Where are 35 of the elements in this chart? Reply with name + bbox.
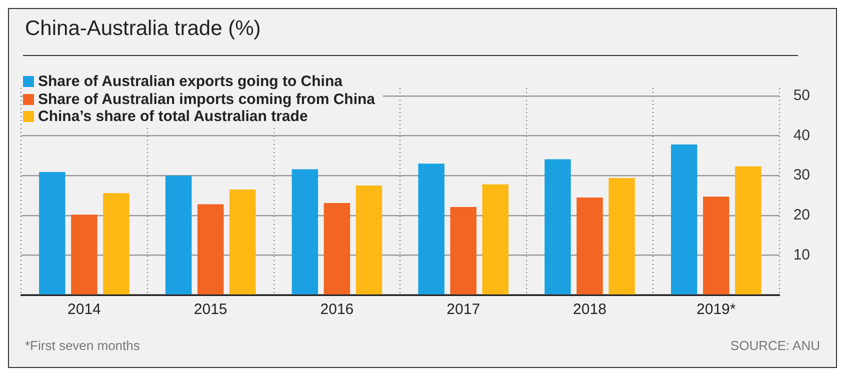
bar: [544, 159, 571, 294]
x-tick-label: 2017: [446, 301, 480, 318]
x-tick-label: 2018: [573, 301, 606, 318]
y-tick-label: 10: [793, 246, 810, 264]
bar: [324, 203, 350, 294]
legend-label: China’s share of total Australian trade: [38, 108, 308, 126]
bar: [418, 164, 444, 294]
y-tick-label: 20: [793, 206, 810, 224]
bar: [356, 186, 382, 294]
bar: [292, 169, 318, 294]
source-note: SOURCE: ANU: [730, 338, 820, 353]
bar: [39, 172, 66, 294]
bar: [608, 178, 635, 294]
bar: [670, 144, 698, 294]
y-tick-label: 30: [793, 166, 810, 184]
bar: [103, 193, 130, 294]
bar: [450, 207, 476, 294]
x-tick-label: 2014: [68, 301, 101, 318]
bar: [197, 204, 224, 294]
text: *First seven months: [25, 338, 140, 353]
x-tick-label: 2019*: [696, 301, 736, 318]
y-tick-label: 40: [793, 126, 810, 144]
y-tick-label: 50: [793, 87, 810, 104]
legend-label: Share of Australian imports coming from China: [38, 90, 375, 108]
bar: [71, 214, 98, 294]
bar: [735, 166, 762, 294]
bar: [165, 176, 192, 294]
bar: [229, 190, 256, 294]
bar: [576, 197, 603, 294]
bar: [482, 184, 508, 294]
legend-label: Share of Australian exports going to China: [38, 73, 342, 90]
x-tick-label: 2016: [320, 301, 354, 318]
x-tick-label: 2015: [194, 301, 228, 318]
bar: [702, 196, 730, 294]
chart-title: China-Australia trade (%): [25, 17, 261, 41]
